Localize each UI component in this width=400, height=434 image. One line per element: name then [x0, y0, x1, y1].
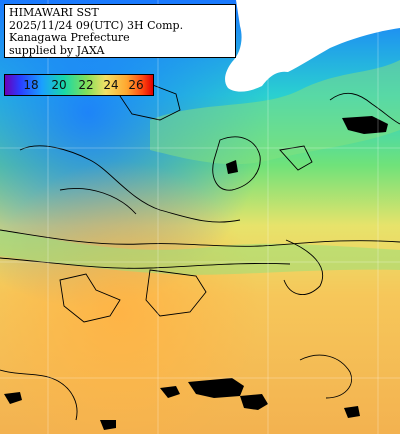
colorbar-tick-20: 20 — [51, 78, 67, 92]
caption-credit: supplied by JAXA — [9, 43, 105, 57]
colorbar-tick-24: 24 — [103, 78, 119, 92]
map-caption: HIMAWARI SST 2025/11/24 09(UTC) 3H Comp.… — [4, 4, 236, 58]
colorbar-tick-26: 26 — [128, 78, 144, 92]
land-mass — [225, 0, 400, 92]
caption-title: HIMAWARI SST — [9, 6, 99, 19]
colorbar-tick-22: 22 — [78, 78, 94, 92]
isotherm-contours — [0, 83, 400, 421]
temperature-colorbar: 18 20 22 24 26 — [4, 74, 154, 96]
caption-region: Kanagawa Prefecture — [9, 31, 130, 44]
cloud-mask — [4, 116, 388, 430]
caption-timestamp: 2025/11/24 09(UTC) 3H Comp. — [9, 18, 184, 32]
colorbar-tick-18: 18 — [23, 78, 39, 92]
